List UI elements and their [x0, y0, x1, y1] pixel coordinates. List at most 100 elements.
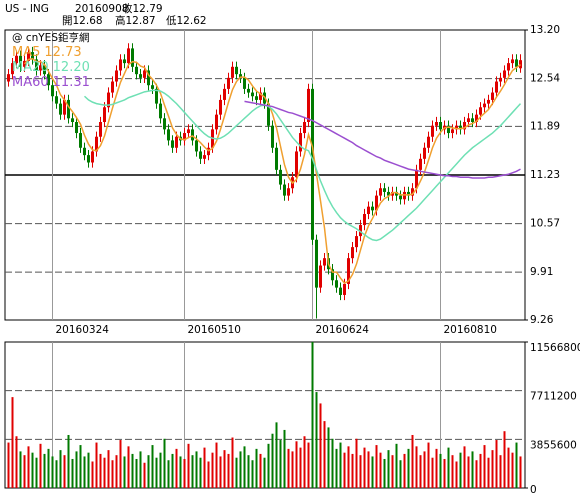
candle-body	[247, 88, 250, 93]
volume-bar	[131, 453, 134, 488]
candle-body	[415, 169, 418, 189]
volume-bar	[503, 431, 506, 488]
candle-body	[51, 85, 54, 97]
candle-body	[283, 184, 286, 196]
volume-bar	[439, 453, 442, 488]
volume-bar	[83, 456, 86, 488]
x-tick-label: 20160510	[188, 324, 241, 336]
volume-bar	[147, 455, 150, 488]
volume-bar	[247, 455, 250, 488]
volume-bar	[187, 443, 190, 488]
candle-body	[215, 114, 218, 130]
volume-bar	[479, 453, 482, 488]
ma-line	[83, 89, 522, 242]
candle-body	[191, 129, 194, 141]
candle-body	[451, 129, 454, 134]
volume-bar	[231, 437, 234, 488]
volume-bar	[315, 392, 318, 488]
volume-bar	[303, 436, 306, 488]
volume-bar	[351, 453, 354, 488]
volume-bar	[235, 457, 238, 488]
candle-body	[151, 85, 154, 89]
candle-body	[87, 155, 90, 163]
candle-body	[479, 107, 482, 115]
volume-bar	[507, 447, 510, 488]
candle-body	[119, 59, 122, 71]
candle-body	[511, 59, 514, 64]
volume-bar	[323, 421, 326, 488]
volume-bar	[343, 452, 346, 488]
candle-body	[35, 59, 38, 71]
volume-bar	[455, 461, 458, 488]
volume-bar	[427, 442, 430, 488]
candle-body	[383, 188, 386, 192]
candle-body	[167, 129, 170, 141]
volume-bar	[483, 445, 486, 488]
volume-bar	[467, 456, 470, 488]
candle-body	[315, 239, 318, 288]
volume-bar	[339, 442, 342, 488]
legend-name: MA20	[12, 60, 49, 75]
volume-bar	[259, 453, 262, 488]
y-tick-label: 11.89	[530, 120, 560, 132]
candle-body	[71, 118, 74, 123]
volume-tick-label: 3855600	[530, 439, 577, 451]
volume-bar	[35, 457, 38, 488]
volume-bar	[391, 455, 394, 488]
volume-bar	[207, 461, 210, 488]
candle-body	[455, 125, 458, 130]
candle-body	[195, 140, 198, 152]
volume-bar	[27, 446, 30, 488]
volume-bar	[335, 448, 338, 488]
volume-bar	[495, 440, 498, 488]
candle-body	[31, 52, 34, 60]
volume-bar	[59, 450, 62, 488]
candle-body	[519, 60, 522, 69]
candle-body	[255, 96, 258, 100]
candle-body	[359, 225, 362, 237]
volume-bar	[283, 429, 286, 488]
y-tick-label: 10.57	[530, 218, 560, 230]
candle-body	[467, 118, 470, 123]
candle-body	[183, 133, 186, 141]
volume-bar	[347, 446, 350, 488]
candle-body	[127, 48, 130, 64]
volume-bar	[447, 447, 450, 488]
candle-body	[259, 92, 262, 100]
volume-bar	[519, 456, 522, 488]
candle-body	[103, 107, 106, 123]
open-price: 開12.68	[62, 15, 103, 27]
candle-body	[343, 283, 346, 295]
candle-body	[367, 206, 370, 215]
candle-body	[331, 269, 334, 281]
legend-entry: MA20 12.20	[12, 60, 90, 75]
candle-body	[347, 258, 350, 284]
volume-bar	[395, 443, 398, 488]
y-tick-label: 13.20	[530, 24, 560, 36]
candle-body	[279, 169, 282, 185]
volume-bar	[179, 456, 182, 488]
volume-bar	[7, 442, 10, 488]
volume-bar	[219, 456, 222, 488]
volume-bar	[99, 453, 102, 488]
candle-body	[243, 77, 246, 89]
candle-body	[287, 188, 290, 196]
candle-body	[91, 151, 94, 163]
candle-body	[163, 118, 166, 130]
volume-bar	[275, 422, 278, 488]
volume-bar	[223, 450, 226, 488]
candle-body	[439, 122, 442, 130]
volume-bar	[375, 445, 378, 488]
legend-value: 12.73	[44, 45, 81, 60]
volume-bar	[327, 427, 330, 488]
volume-bar	[167, 460, 170, 488]
volume-bar	[15, 436, 18, 488]
candle-body	[223, 88, 226, 100]
volume-bar	[251, 460, 254, 488]
candle-body	[363, 214, 366, 226]
y-tick-label: 9.91	[530, 266, 553, 278]
volume-bar	[19, 451, 22, 488]
volume-bar	[155, 457, 158, 488]
candle-body	[123, 59, 126, 64]
watermark: @ cnYES鉅亨網	[12, 31, 89, 44]
